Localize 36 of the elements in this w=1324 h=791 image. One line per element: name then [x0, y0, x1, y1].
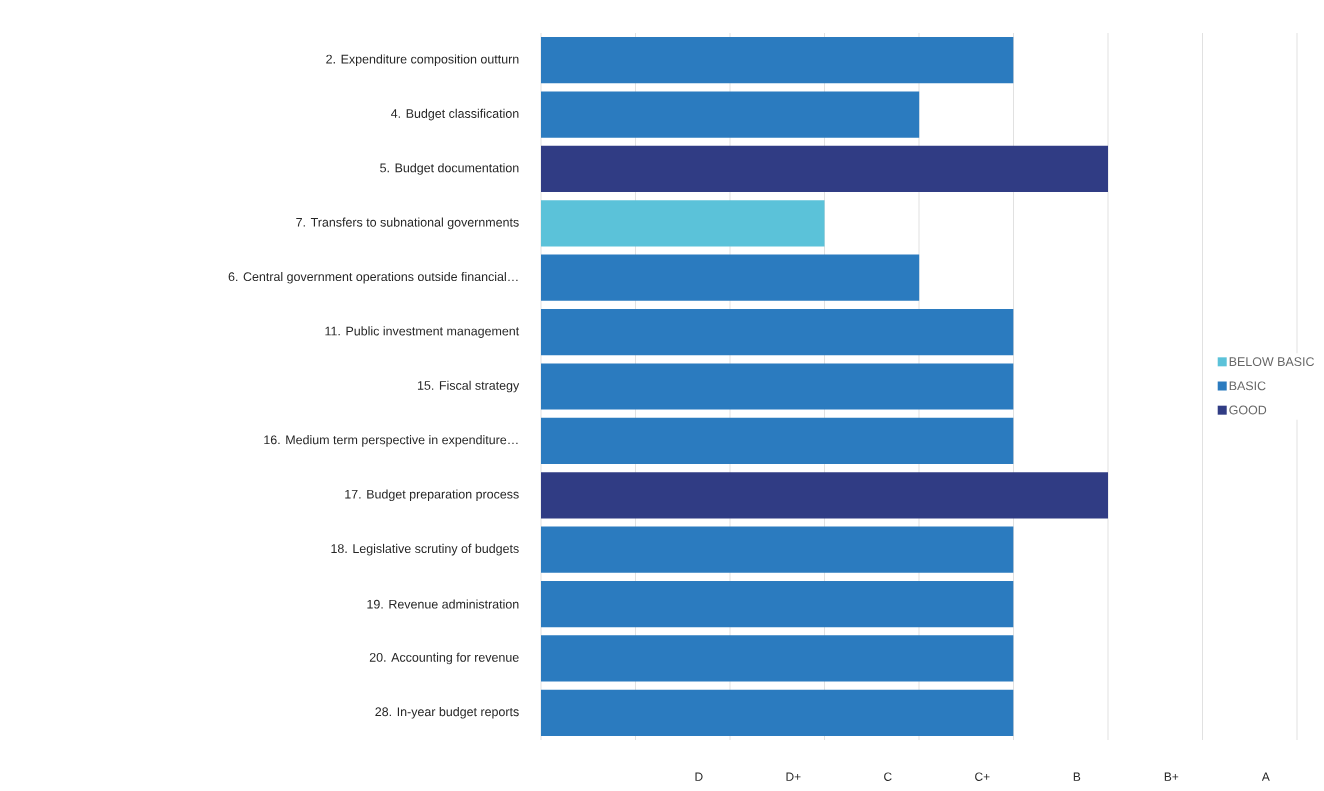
bar: [541, 91, 920, 138]
y-tick-label: 7. Transfers to subnational governments: [296, 217, 519, 230]
y-tick-label: 18. Legislative scrutiny of budgets: [331, 543, 519, 556]
text: B: [1073, 772, 1081, 781]
bar: [541, 37, 1014, 84]
bar: [541, 635, 1014, 682]
y-tick-label: 16. Medium term perspective in expenditure…: [264, 435, 518, 447]
text: D: [695, 772, 703, 781]
bar: [541, 580, 1014, 628]
text: C: [884, 772, 892, 781]
text: B+: [1164, 772, 1179, 781]
bar: [541, 363, 1014, 410]
y-tick-label: 28. In-year budget reports: [375, 707, 519, 719]
text: A: [1261, 772, 1270, 781]
text: C+: [975, 772, 990, 781]
bar: [541, 526, 1014, 573]
bar: [541, 417, 1014, 464]
y-tick-label: 17. Budget preparation process: [345, 489, 519, 502]
y-tick-label: 20. Accounting for revenue: [369, 652, 519, 665]
bar: [541, 309, 1014, 356]
y-tick-label: 15. Fiscal strategy: [417, 380, 520, 393]
y-tick-label: 5. Budget documentation: [380, 163, 519, 175]
bar: [541, 472, 1109, 519]
y-tick-label: 11. Public investment management: [325, 326, 520, 338]
bar: [541, 254, 920, 301]
legend-label: GOOD: [1229, 405, 1267, 415]
legend-label: BELOW BASIC: [1229, 357, 1315, 367]
y-tick-label: 6. Central government operations outside financial…: [228, 271, 518, 284]
y-tick-label: 2. Expenditure composition outturn: [326, 54, 519, 66]
legend-label: BASIC: [1229, 381, 1266, 391]
text: D+: [786, 772, 801, 781]
y-tick-label: 19. Revenue administration: [367, 599, 519, 609]
bar: [541, 200, 825, 247]
y-tick-label: 4. Budget classification: [390, 108, 519, 121]
bar: [541, 689, 1014, 736]
bar: [541, 145, 1109, 193]
